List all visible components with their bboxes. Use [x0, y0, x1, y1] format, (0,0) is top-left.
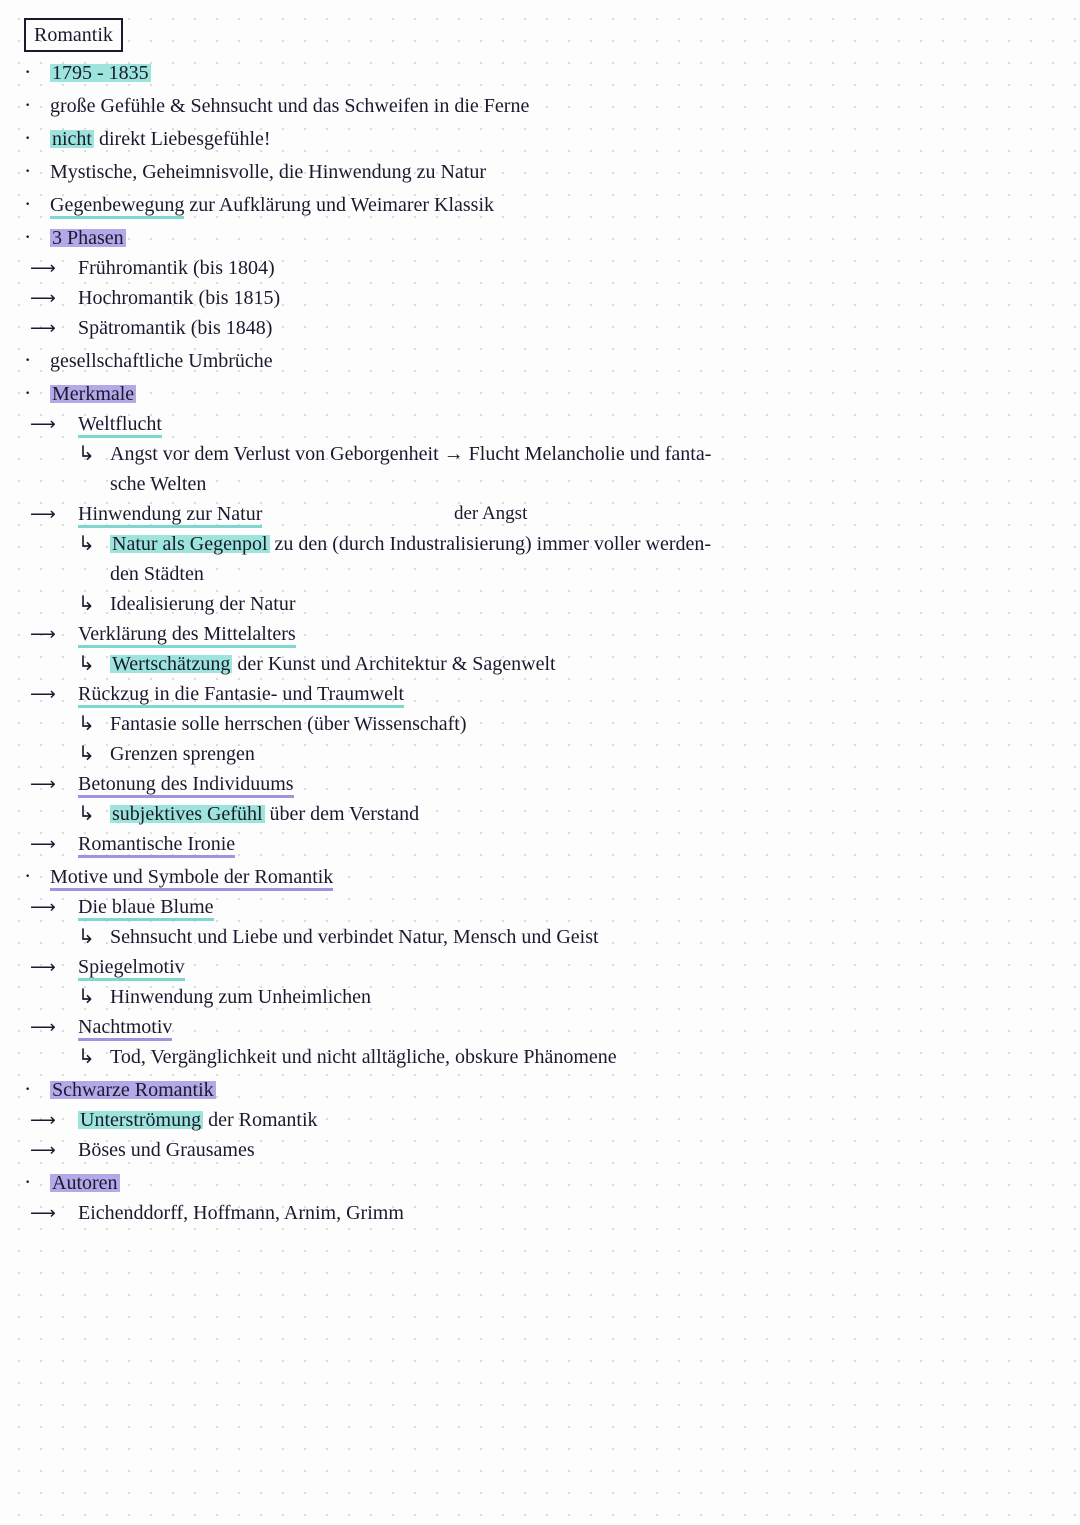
sub-item: Angst vor dem Verlust von Geborgenheit →… — [24, 440, 1056, 469]
ul: Romantische Ironie — [78, 833, 235, 858]
ul: Betonung des Individuums — [78, 773, 294, 798]
phase-item: Hochromantik (bis 1815) — [24, 284, 1056, 313]
insertion: der Angst — [454, 500, 527, 528]
cont-line: sche Welten — [24, 470, 1056, 499]
merkmal-item: Hinwendung zur Natur der Angst — [24, 500, 1056, 529]
sub-item: subjektives Gefühl über dem Verstand — [24, 800, 1056, 829]
note-line: große Gefühle & Sehnsucht und das Schwei… — [24, 89, 1056, 121]
note-line: Mystische, Geheimnisvolle, die Hinwendun… — [24, 155, 1056, 187]
hl: Autoren — [50, 1172, 120, 1194]
sub-item: Hinwendung zum Unheimlichen — [24, 983, 1056, 1012]
sub-item: Fantasie solle herrschen (über Wissensch… — [24, 710, 1056, 739]
ul: Gegenbewegung — [50, 194, 184, 219]
ul: Rückzug in die Fantasie- und Traumwelt — [78, 683, 404, 708]
motiv-item: Nachtmotiv — [24, 1013, 1056, 1042]
ul: Motive und Symbole der Romantik — [50, 866, 333, 891]
merkmal-item: Romantische Ironie — [24, 830, 1056, 859]
ul: Hinwendung zur Natur — [78, 503, 262, 528]
motiv-item: Die blaue Blume — [24, 893, 1056, 922]
section-autoren: Autoren — [24, 1166, 1056, 1198]
ul: Die blaue Blume — [78, 896, 214, 921]
section-phasen: 3 Phasen — [24, 221, 1056, 253]
dates: 1795 - 1835 — [50, 62, 151, 84]
sub-item: Grenzen sprengen — [24, 740, 1056, 769]
ul: Verklärung des Mittelalters — [78, 623, 296, 648]
merkmal-item: Weltflucht — [24, 410, 1056, 439]
note-line: Böses und Grausames — [24, 1136, 1056, 1165]
note-line: 1795 - 1835 — [24, 56, 1056, 88]
section-merkmale: Merkmale — [24, 377, 1056, 409]
note-line: Gegenbewegung zur Aufklärung und Weimare… — [24, 188, 1056, 220]
cont-line: den Städten — [24, 560, 1056, 589]
phase-item: Frühromantik (bis 1804) — [24, 254, 1056, 283]
phase-item: Spätromantik (bis 1848) — [24, 314, 1056, 343]
hl: nicht — [50, 128, 94, 150]
merkmal-item: Rückzug in die Fantasie- und Traumwelt — [24, 680, 1056, 709]
autoren-list: Eichenddorff, Hoffmann, Arnim, Grimm — [24, 1199, 1056, 1228]
ul: Nachtmotiv — [78, 1016, 172, 1041]
ul: Weltflucht — [78, 413, 162, 438]
merkmal-item: Verklärung des Mittelalters — [24, 620, 1056, 649]
note-line: Unterströmung der Romantik — [24, 1106, 1056, 1135]
merkmal-item: Betonung des Individuums — [24, 770, 1056, 799]
hl: Merkmale — [50, 383, 136, 405]
sub-item: Wertschätzung der Kunst und Architektur … — [24, 650, 1056, 679]
sub-item: Sehnsucht und Liebe und verbindet Natur,… — [24, 923, 1056, 952]
sub-item: Idealisierung der Natur — [24, 590, 1056, 619]
hl: Natur als Gegenpol — [110, 533, 270, 555]
sub-item: Tod, Vergänglichkeit und nicht alltäglic… — [24, 1043, 1056, 1072]
hl: subjektives Gefühl — [110, 803, 265, 825]
hl: Schwarze Romantik — [50, 1079, 216, 1101]
sub-item: Natur als Gegenpol zu den (durch Industr… — [24, 530, 1056, 559]
hl: 3 Phasen — [50, 227, 126, 249]
hl: Unterströmung — [78, 1109, 203, 1131]
note-line: nicht direkt Liebesgefühle! — [24, 122, 1056, 154]
page-title: Romantik — [24, 18, 123, 52]
section-schwarze: Schwarze Romantik — [24, 1073, 1056, 1105]
hl: Wertschätzung — [110, 653, 232, 675]
note-line: gesellschaftliche Umbrüche — [24, 344, 1056, 376]
ul: Spiegelmotiv — [78, 956, 185, 981]
section-motive: Motive und Symbole der Romantik — [24, 860, 1056, 892]
motiv-item: Spiegelmotiv — [24, 953, 1056, 982]
